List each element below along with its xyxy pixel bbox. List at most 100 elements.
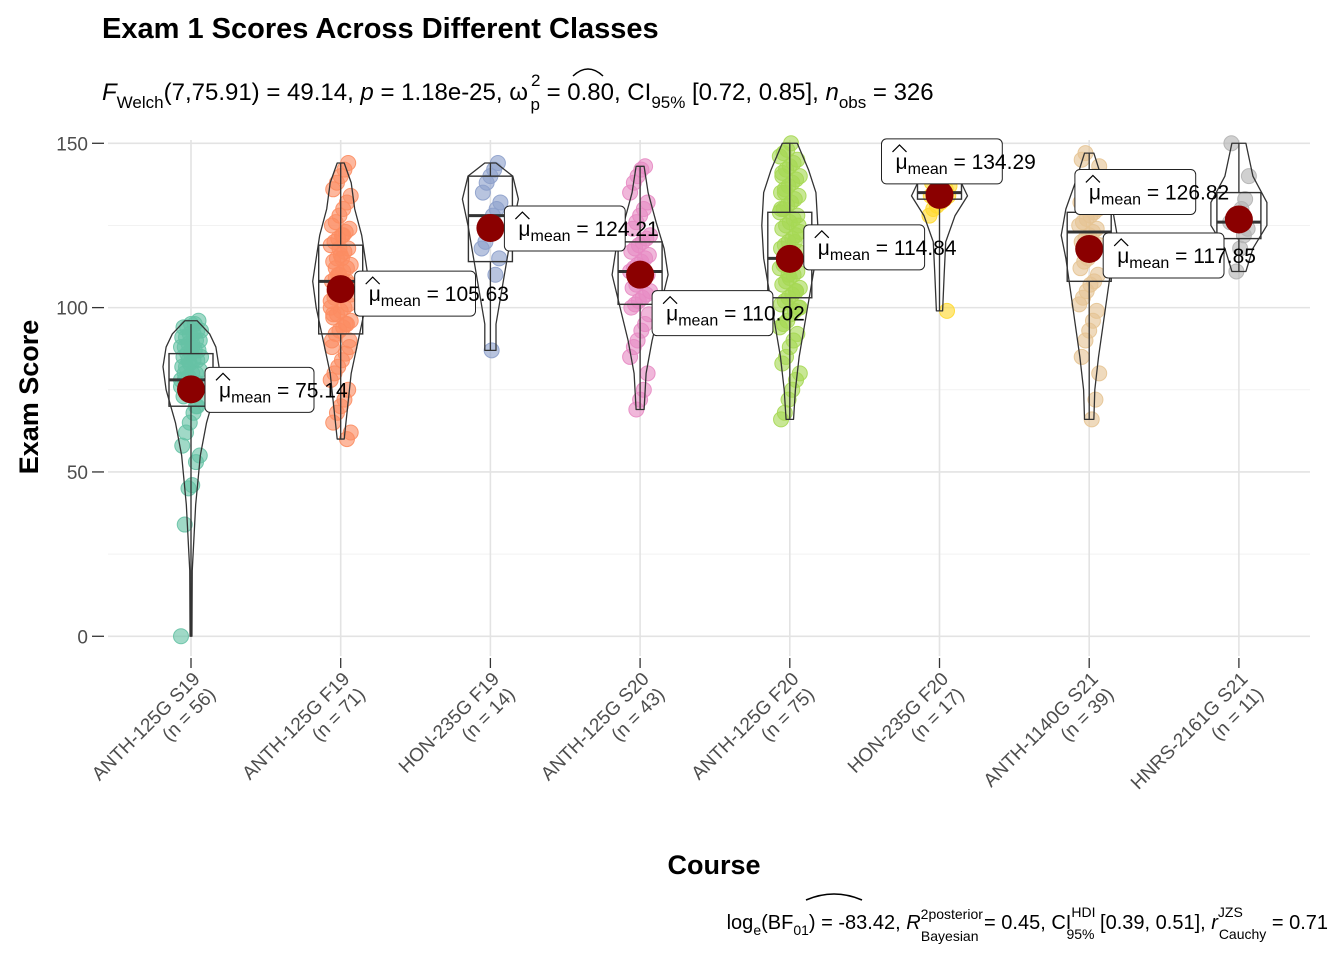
data-point	[1240, 168, 1257, 185]
x-tick-label: HON-235G F20(n = 17)	[844, 669, 968, 793]
data-point	[337, 316, 354, 333]
data-point	[342, 424, 359, 441]
violin-outline	[162, 320, 220, 637]
chart-title: Exam 1 Scores Across Different Classes	[102, 13, 659, 45]
box	[1216, 191, 1262, 240]
data-point	[184, 339, 201, 356]
data-point	[327, 260, 344, 277]
mean-label-text: μmean = 124.21	[518, 218, 658, 245]
data-point	[642, 227, 659, 244]
mean-point	[1075, 234, 1104, 263]
mean-point	[1224, 205, 1253, 234]
mean-label-3: μmean = 124.21	[503, 205, 659, 252]
mean-label-text: μmean = 75.14	[219, 379, 348, 406]
mean-label-box	[354, 270, 477, 317]
x-tick-label: ANTH-125G F20(n = 75)	[688, 669, 819, 800]
mean-point	[626, 260, 655, 289]
chart-caption: loge(BF01) = -83.42, R2posterior Bayesian…	[727, 904, 1328, 944]
data-point	[176, 516, 193, 533]
x-tick-label: ANTH-125G S20(n = 43)	[537, 669, 669, 801]
data-point	[323, 339, 340, 356]
chart-subtitle: FWelch(7,75.91) = 49.14, p = 1.18e-25, ω…	[102, 71, 934, 114]
omega-hat-mark	[572, 68, 604, 77]
mean-hat-mark	[365, 276, 381, 285]
mean-label-4: μmean = 110.02	[651, 290, 805, 337]
violin-outline	[1210, 142, 1268, 273]
y-tick-label: 100	[56, 299, 88, 320]
x-axis: ANTH-125G S19(n = 56) ANTH-125G F19(n = 7…	[88, 658, 1268, 810]
violin-outline	[1060, 152, 1118, 421]
mean-hat-mark	[662, 295, 678, 305]
data-point	[487, 266, 504, 283]
data-point	[341, 332, 358, 349]
mean-hat-mark	[1113, 238, 1129, 247]
data-point	[1087, 391, 1104, 408]
data-point	[791, 365, 808, 382]
data-point	[1088, 302, 1105, 319]
y-axis: 0 50 100 150	[56, 134, 104, 648]
mean-label-box	[204, 366, 315, 413]
y-tick-label: 0	[77, 627, 88, 648]
data-point	[776, 184, 793, 201]
mean-point	[326, 275, 355, 304]
mean-label-text: μmean = 117.85	[1117, 245, 1256, 272]
violin-outline	[461, 162, 520, 351]
mean-point	[925, 180, 954, 209]
mean-hat-mark	[892, 144, 907, 153]
mean-label-box	[651, 290, 774, 337]
mean-label-box	[1102, 232, 1225, 279]
mean-hat-mark	[215, 372, 231, 381]
mean-label-box	[503, 205, 626, 252]
data-point	[180, 352, 197, 369]
group-1	[162, 312, 220, 645]
data-point	[174, 437, 191, 454]
data-point	[342, 187, 359, 204]
mean-point	[476, 214, 505, 243]
data-point	[640, 247, 657, 264]
mean-label-box	[1074, 168, 1197, 215]
mean-point	[177, 375, 205, 404]
mean-hat-mark	[814, 229, 830, 239]
data-point	[791, 168, 808, 185]
y-axis-title: Exam Score	[14, 320, 44, 475]
y-tick-label: 50	[67, 463, 88, 484]
mean-label-text: μmean = 126.82	[1089, 181, 1229, 208]
mean-label-6: μmean = 134.29	[881, 138, 1036, 185]
x-tick-label: ANTH-1140G S21(n = 39)	[980, 669, 1118, 807]
group-5	[761, 135, 819, 428]
mean-label-7: μmean = 117.85	[1102, 232, 1256, 279]
mean-label-5: μmean = 114.84	[803, 224, 957, 271]
mean-label-text: μmean = 105.63	[369, 283, 509, 310]
mean-label-text: μmean = 134.29	[896, 151, 1036, 178]
mean-point	[775, 244, 804, 273]
mean-label-text: μmean = 110.02	[666, 303, 805, 330]
data-point	[635, 381, 652, 398]
y-tick-label: 150	[56, 134, 88, 155]
box	[617, 241, 663, 306]
data-point	[1091, 365, 1108, 382]
mean-label-box	[803, 224, 926, 271]
x-tick-label: ANTH-125G S19(n = 56)	[88, 669, 220, 801]
violin-outline	[761, 142, 819, 421]
x-tick-label: HNRS-2161G S21(n = 11)	[1127, 669, 1268, 810]
group-4	[611, 158, 669, 418]
data-point	[774, 168, 791, 185]
data-point	[325, 306, 342, 323]
data-point	[335, 227, 352, 244]
r2-hat-mark	[805, 893, 863, 901]
group-2	[312, 155, 370, 448]
data-point	[173, 628, 189, 645]
mean-label-text: μmean = 114.84	[818, 237, 957, 264]
data-point	[788, 283, 805, 300]
data-point	[1237, 191, 1254, 208]
mean-hat-mark	[1085, 174, 1101, 183]
x-axis-title: Course	[667, 850, 760, 880]
mean-label-box	[881, 138, 1003, 185]
data-point	[773, 201, 790, 218]
x-tick-label: HON-235G F19(n = 14)	[395, 669, 519, 793]
mean-label-8: μmean = 126.82	[1074, 168, 1229, 215]
group-8	[1210, 135, 1268, 280]
mean-label-2: μmean = 105.63	[354, 270, 509, 317]
data-point	[491, 250, 508, 267]
